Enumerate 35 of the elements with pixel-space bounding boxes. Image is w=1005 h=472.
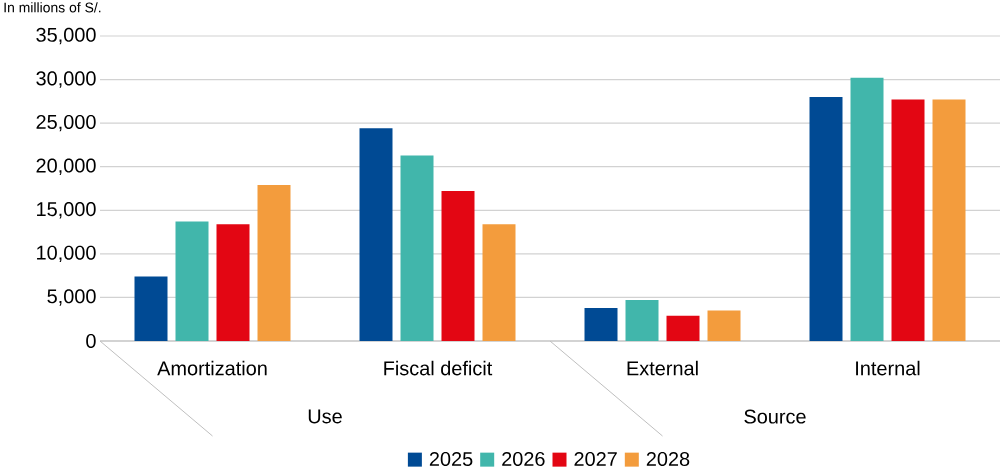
- x-tick-label: Amortization: [157, 360, 267, 376]
- bar: [707, 310, 741, 341]
- x-tick-label: Fiscal deficit: [384, 360, 493, 376]
- y-tick-label: 5,000: [47, 289, 96, 306]
- bar: [175, 221, 209, 341]
- bar: [441, 191, 475, 341]
- y-tick-label: 0: [86, 333, 96, 349]
- y-tick-label: 25,000: [36, 114, 96, 132]
- bar: [625, 300, 659, 341]
- bar: [584, 307, 618, 341]
- bar: [809, 97, 843, 341]
- bar: [359, 128, 393, 341]
- y-tick-label: 30,000: [36, 71, 96, 88]
- bar: [850, 77, 884, 341]
- y-tick-label: 10,000: [37, 245, 96, 263]
- y-tick-label: 20,000: [36, 158, 96, 175]
- x-tick-label: External: [627, 360, 698, 376]
- bar: [216, 224, 250, 341]
- bar: [400, 155, 434, 341]
- bar: [891, 99, 925, 341]
- y-axis-title: In millions of S/.: [4, 2, 101, 13]
- x-tick-label: Internal: [856, 360, 920, 376]
- bar: [666, 315, 700, 341]
- bar: [134, 276, 168, 341]
- bar: [482, 224, 516, 341]
- bar: [932, 99, 966, 341]
- y-tick-label: 35,000: [36, 27, 96, 45]
- bar: [257, 185, 291, 341]
- legend-label: 2027: [574, 451, 617, 467]
- text: Source: [744, 409, 806, 424]
- text: Use: [308, 409, 342, 424]
- legend-label: 2026: [502, 451, 545, 467]
- legend-label: 2025: [429, 451, 473, 467]
- y-tick-label: 15,000: [37, 202, 96, 219]
- legend-label: 2028: [646, 451, 690, 467]
